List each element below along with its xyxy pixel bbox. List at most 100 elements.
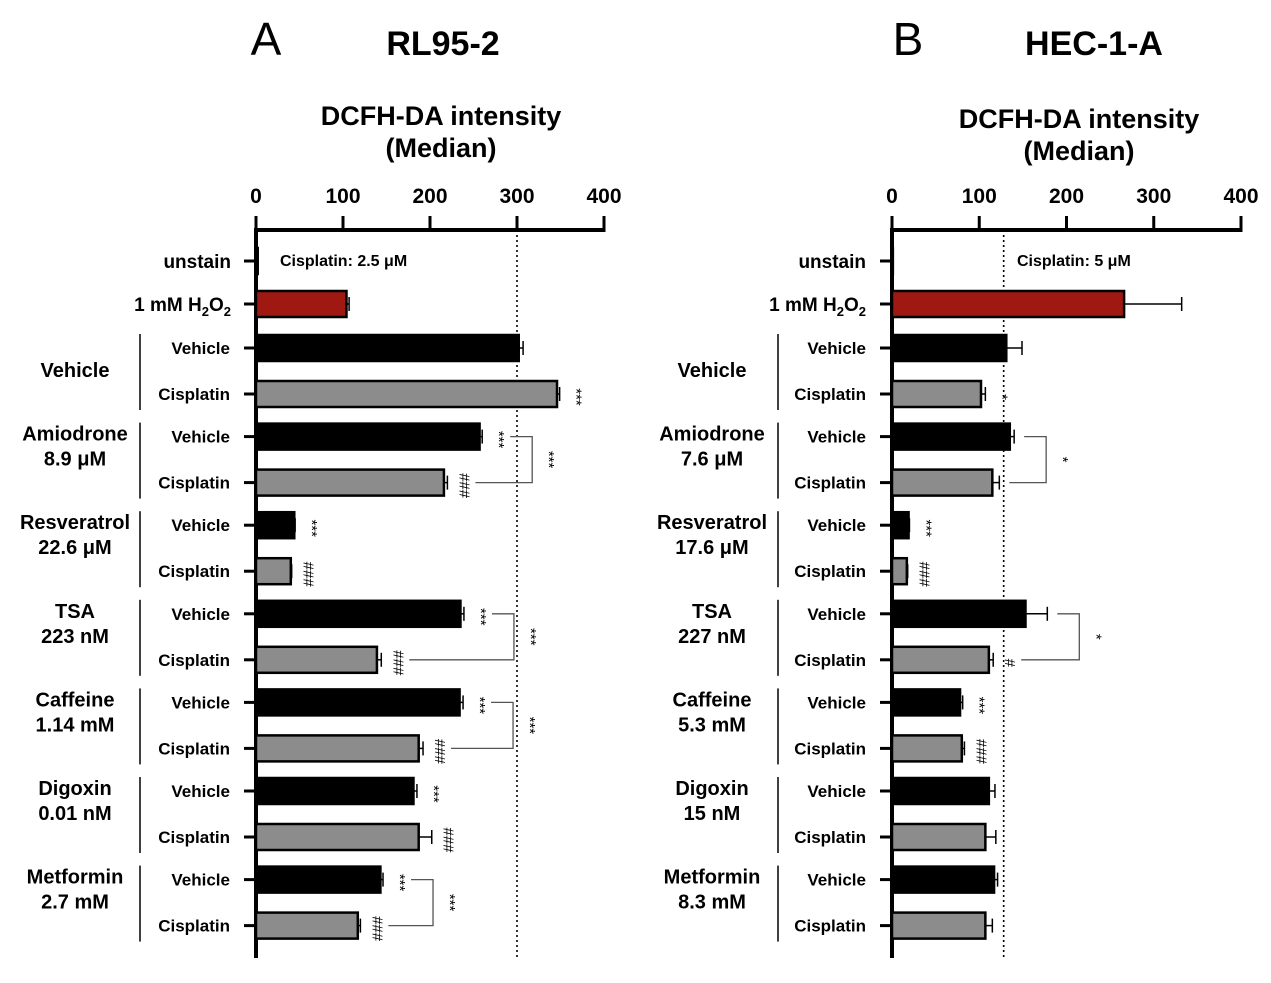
bar-cisplatin xyxy=(254,556,293,586)
pair-label-vehicle: Vehicle xyxy=(171,871,230,890)
pair-label-cisplatin: Cisplatin xyxy=(794,917,866,936)
x-tick-label: 0 xyxy=(250,185,262,208)
sig-cisplatin: *** xyxy=(568,388,585,406)
pair-label-cisplatin: Cisplatin xyxy=(158,385,230,404)
bar-cisplatin xyxy=(254,911,360,940)
bar-0 xyxy=(890,246,895,276)
bar-vehicle xyxy=(254,510,296,540)
bar-vehicle xyxy=(890,688,962,717)
sig-vehicle: *** xyxy=(303,519,320,537)
group-label-dose: 8.3 mM xyxy=(678,892,746,914)
group-label: Caffeine xyxy=(673,689,752,711)
pair-label-vehicle: Vehicle xyxy=(807,782,866,801)
group-label-dose: 15 nM xyxy=(684,803,741,825)
pair-label-vehicle: Vehicle xyxy=(171,782,230,801)
bar-vehicle xyxy=(890,333,1008,363)
group-label-dose: 1.14 mM xyxy=(36,714,115,736)
group-label-dose: 7.6 μM xyxy=(681,449,743,471)
sig-cisplatin: ### xyxy=(455,473,472,499)
bar-cisplatin xyxy=(254,468,446,497)
sig-vehicle: *** xyxy=(971,697,988,715)
row-label-text: 1 mM H xyxy=(134,295,202,316)
bar-cisplatin xyxy=(890,645,991,675)
bar-0 xyxy=(254,246,259,276)
x-axis-label-sub: (Median) xyxy=(386,133,497,163)
pair-label-vehicle: Vehicle xyxy=(807,339,866,358)
group-label-dose: 5.3 mM xyxy=(678,714,746,736)
row-label-text: O xyxy=(209,295,224,316)
pair-label-cisplatin: Cisplatin xyxy=(794,739,866,758)
pair-label-cisplatin: Cisplatin xyxy=(794,651,866,670)
bar-cisplatin xyxy=(254,734,420,763)
sig-comparison: *** xyxy=(521,717,538,735)
bar-1 xyxy=(254,289,348,319)
bar-1 xyxy=(890,289,1126,319)
comparison-bracket xyxy=(388,878,434,927)
group-label-dose: 17.6 μM xyxy=(675,537,748,559)
bar-vehicle xyxy=(254,776,415,806)
bar-cisplatin xyxy=(890,556,909,586)
group-label: Metformin xyxy=(664,867,761,889)
group-label: Amiodrone xyxy=(22,424,128,446)
group-label: Metformin xyxy=(27,867,124,889)
bar-cisplatin xyxy=(254,822,420,852)
bar-vehicle xyxy=(254,333,520,363)
panel-title: HEC-1-A xyxy=(1025,25,1163,63)
cisplatin-dose-note: Cisplatin: 5 μM xyxy=(1017,253,1131,270)
group-label-dose: 8.9 μM xyxy=(44,449,106,471)
group-label-dose: 22.6 μM xyxy=(38,537,111,559)
x-tick-label: 100 xyxy=(325,185,360,208)
panel-a: A RL95-2 DCFH-DA intensity(Median) 0 100 200 3… xyxy=(20,13,622,958)
x-tick-label: 200 xyxy=(1049,185,1084,208)
row-label-text: 1 mM H xyxy=(769,295,837,316)
cisplatin-dose-note: Cisplatin: 2.5 μM xyxy=(280,253,407,270)
pair-label-vehicle: Vehicle xyxy=(171,605,230,624)
group-label: Resveratrol xyxy=(20,512,130,534)
group-label: Amiodrone xyxy=(659,424,765,446)
row-label-unstain: unstain xyxy=(798,252,866,273)
group-label-dose: 2.7 mM xyxy=(41,892,109,914)
sig-comparison: * xyxy=(1054,457,1071,463)
pair-label-cisplatin: Cisplatin xyxy=(158,651,230,670)
sig-cisplatin: ### xyxy=(431,739,448,765)
bar-vehicle xyxy=(890,865,996,894)
sig-comparison: *** xyxy=(540,451,557,469)
bar-vehicle xyxy=(254,422,481,451)
group-label: TSA xyxy=(55,601,95,623)
bar-cisplatin xyxy=(254,379,559,409)
x-tick-label: 400 xyxy=(586,185,621,208)
bar-cisplatin xyxy=(890,379,983,409)
row-label-h2o2: 1 mM H2O2 xyxy=(134,295,231,319)
pair-label-vehicle: Vehicle xyxy=(807,605,866,624)
sig-vehicle: *** xyxy=(917,519,934,537)
sig-cisplatin: ### xyxy=(368,916,385,942)
row-label-text: O xyxy=(844,295,859,316)
sig-cisplatin: # xyxy=(1001,659,1018,668)
x-tick-label: 200 xyxy=(412,185,447,208)
pair-label-vehicle: Vehicle xyxy=(807,516,866,535)
sig-cisplatin: ### xyxy=(440,827,457,853)
bar-vehicle xyxy=(890,776,991,806)
group-label: Vehicle xyxy=(41,360,110,382)
pair-label-cisplatin: Cisplatin xyxy=(794,828,866,847)
group-label-dose: 0.01 nM xyxy=(38,803,111,825)
group-label: Resveratrol xyxy=(657,512,767,534)
pair-label-vehicle: Vehicle xyxy=(807,871,866,890)
x-tick-label: 0 xyxy=(886,185,898,208)
pair-label-vehicle: Vehicle xyxy=(171,693,230,712)
sig-vehicle: *** xyxy=(472,608,489,626)
group-label: TSA xyxy=(692,601,732,623)
pair-label-cisplatin: Cisplatin xyxy=(158,474,230,493)
bar-vehicle xyxy=(890,510,910,540)
row-label-sub: 2 xyxy=(224,304,231,319)
sig-comparison: *** xyxy=(522,628,539,646)
group-label: Digoxin xyxy=(675,778,748,800)
pair-label-vehicle: Vehicle xyxy=(807,693,866,712)
bar-vehicle xyxy=(890,599,1027,629)
bar-vehicle xyxy=(254,599,462,629)
row-label-unstain: unstain xyxy=(163,252,231,273)
pair-label-vehicle: Vehicle xyxy=(171,339,230,358)
x-tick-label: 300 xyxy=(1136,185,1171,208)
panel-title: RL95-2 xyxy=(386,25,499,63)
